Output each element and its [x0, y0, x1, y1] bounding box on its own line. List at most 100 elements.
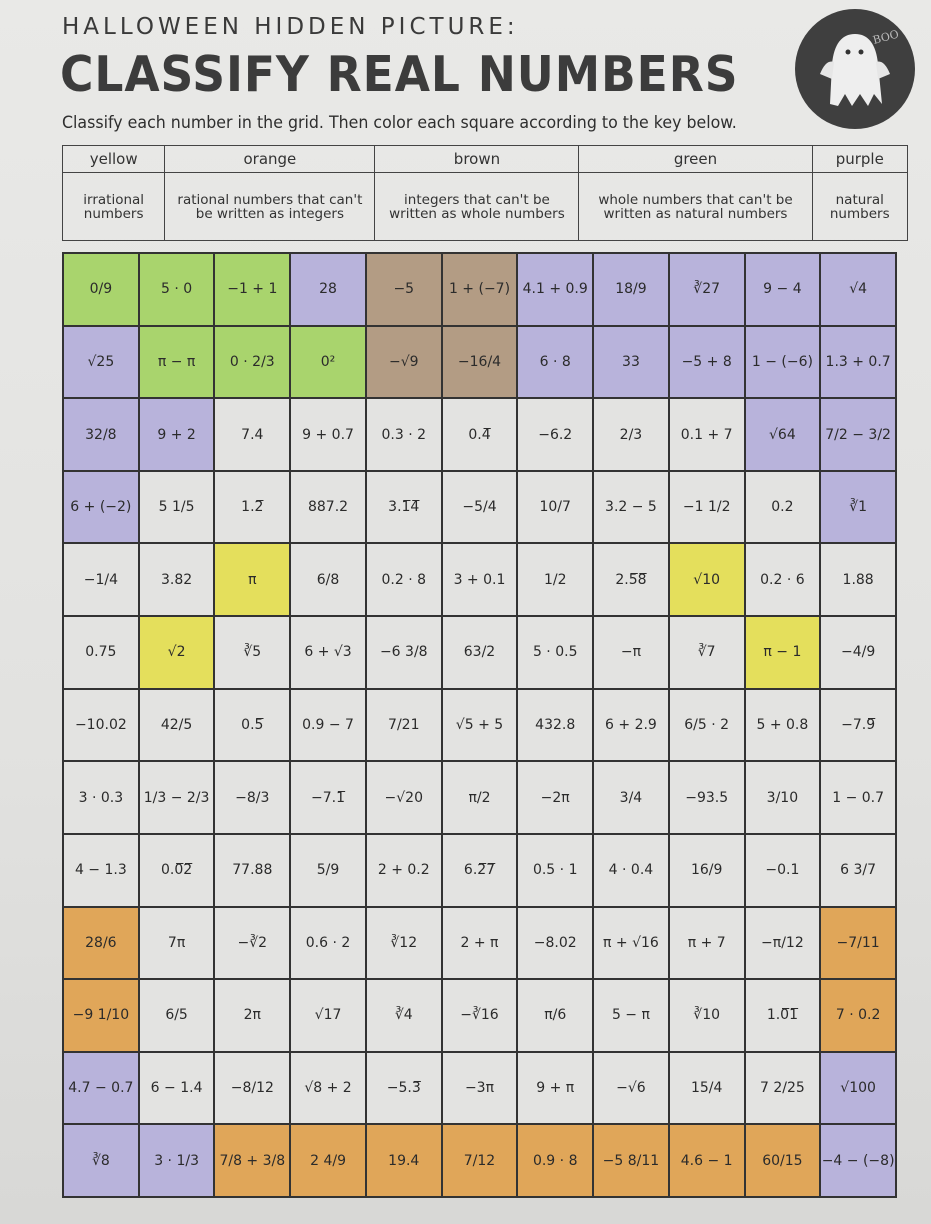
grid-cell[interactable]: 77.88 — [214, 833, 291, 907]
grid-cell[interactable]: 0.3 · 2 — [365, 398, 442, 471]
grid-cell[interactable]: ∛27 — [668, 253, 745, 326]
grid-cell[interactable]: 2π — [214, 979, 291, 1052]
grid-cell[interactable]: 6/5 · 2 — [668, 688, 745, 762]
grid-cell[interactable]: √64 — [744, 398, 821, 471]
grid-cell[interactable]: ∛5 — [214, 616, 291, 689]
grid-cell[interactable]: −4 − (−8) — [820, 1124, 896, 1197]
grid-cell[interactable]: −1/4 — [63, 543, 139, 617]
grid-cell[interactable]: 1.0̅1̅ — [744, 979, 821, 1052]
grid-cell[interactable]: ∛12 — [365, 906, 442, 980]
grid-cell[interactable]: 1/2 — [517, 543, 594, 617]
grid-cell[interactable]: −1 + 1 — [214, 253, 291, 326]
grid-cell[interactable]: 3.2 − 5 — [593, 470, 669, 544]
grid-cell[interactable]: −π — [593, 616, 669, 689]
grid-cell[interactable]: 5 · 0 — [138, 253, 215, 326]
grid-cell[interactable]: 0.0̅2̅ — [138, 833, 215, 907]
grid-cell[interactable]: √10 — [668, 543, 745, 617]
grid-cell[interactable]: ∛8 — [63, 1124, 139, 1197]
grid-cell[interactable]: 19.4 — [365, 1124, 442, 1197]
grid-cell[interactable]: 0.2 · 6 — [744, 543, 821, 617]
grid-cell[interactable]: 2.5̅8̅ — [593, 543, 669, 617]
grid-cell[interactable]: 0.9 · 8 — [517, 1124, 594, 1197]
grid-cell[interactable]: 9 + 2 — [138, 398, 215, 471]
grid-cell[interactable]: −8/12 — [214, 1051, 291, 1125]
grid-cell[interactable]: 3 · 1/3 — [138, 1124, 215, 1197]
grid-cell[interactable]: −5 8/11 — [593, 1124, 669, 1197]
grid-cell[interactable]: π — [214, 543, 291, 617]
grid-cell[interactable]: −√9 — [365, 325, 442, 399]
grid-cell[interactable]: 42/5 — [138, 688, 215, 762]
grid-cell[interactable]: 7 2/25 — [744, 1051, 821, 1125]
grid-cell[interactable]: 3/10 — [744, 761, 821, 834]
grid-cell[interactable]: −π/12 — [744, 906, 821, 980]
grid-cell[interactable]: 4 · 0.4 — [593, 833, 669, 907]
grid-cell[interactable]: −∛16 — [441, 979, 518, 1052]
grid-cell[interactable]: 0.5 · 1 — [517, 833, 594, 907]
grid-cell[interactable]: −9 1/10 — [63, 979, 139, 1052]
grid-cell[interactable]: 5 − π — [593, 979, 669, 1052]
grid-cell[interactable]: 32/8 — [63, 398, 139, 471]
grid-cell[interactable]: −√6 — [593, 1051, 669, 1125]
grid-cell[interactable]: 33 — [593, 325, 669, 399]
grid-cell[interactable]: π/6 — [517, 979, 594, 1052]
grid-cell[interactable]: 0.6 · 2 — [290, 906, 366, 980]
grid-cell[interactable]: √2 — [138, 616, 215, 689]
grid-cell[interactable]: 0 · 2/3 — [214, 325, 291, 399]
grid-cell[interactable]: −5 + 8 — [668, 325, 745, 399]
grid-cell[interactable]: 28 — [290, 253, 366, 326]
grid-cell[interactable]: 6.2̅7̅ — [441, 833, 518, 907]
grid-cell[interactable]: −√20 — [365, 761, 442, 834]
grid-cell[interactable]: 6 − 1.4 — [138, 1051, 215, 1125]
grid-cell[interactable]: 6 3/7 — [820, 833, 896, 907]
grid-cell[interactable]: −7.1̅ — [290, 761, 366, 834]
grid-cell[interactable]: 0/9 — [63, 253, 139, 326]
grid-cell[interactable]: −1 1/2 — [668, 470, 745, 544]
grid-cell[interactable]: ∛7 — [668, 616, 745, 689]
grid-cell[interactable]: −5.3̅ — [365, 1051, 442, 1125]
grid-cell[interactable]: 7.4 — [214, 398, 291, 471]
grid-cell[interactable]: −6.2 — [517, 398, 594, 471]
grid-cell[interactable]: 3/4 — [593, 761, 669, 834]
grid-cell[interactable]: 0.4̅ — [441, 398, 518, 471]
grid-cell[interactable]: π − 1 — [744, 616, 821, 689]
grid-cell[interactable]: −∛2 — [214, 906, 291, 980]
grid-cell[interactable]: 9 − 4 — [744, 253, 821, 326]
grid-cell[interactable]: −7/11 — [820, 906, 896, 980]
grid-cell[interactable]: π/2 — [441, 761, 518, 834]
grid-cell[interactable]: 6 · 8 — [517, 325, 594, 399]
grid-cell[interactable]: ∛4 — [365, 979, 442, 1052]
grid-cell[interactable]: 0.5̅ — [214, 688, 291, 762]
grid-cell[interactable]: 1/3 − 2/3 — [138, 761, 215, 834]
grid-cell[interactable]: 10/7 — [517, 470, 594, 544]
grid-cell[interactable]: √100 — [820, 1051, 896, 1125]
grid-cell[interactable]: 7 · 0.2 — [820, 979, 896, 1052]
grid-cell[interactable]: −93.5 — [668, 761, 745, 834]
grid-cell[interactable]: 0.1 + 7 — [668, 398, 745, 471]
grid-cell[interactable]: −2π — [517, 761, 594, 834]
grid-cell[interactable]: 7/2 − 3/2 — [820, 398, 896, 471]
grid-cell[interactable]: 0.75 — [63, 616, 139, 689]
grid-cell[interactable]: √17 — [290, 979, 366, 1052]
grid-cell[interactable]: 6/8 — [290, 543, 366, 617]
grid-cell[interactable]: π + √16 — [593, 906, 669, 980]
grid-cell[interactable]: √25 — [63, 325, 139, 399]
grid-cell[interactable]: −4/9 — [820, 616, 896, 689]
grid-cell[interactable]: 2/3 — [593, 398, 669, 471]
grid-cell[interactable]: 4.1 + 0.9 — [517, 253, 594, 326]
grid-cell[interactable]: √8 + 2 — [290, 1051, 366, 1125]
grid-cell[interactable]: 887.2 — [290, 470, 366, 544]
grid-cell[interactable]: √4 — [820, 253, 896, 326]
grid-cell[interactable]: 63/2 — [441, 616, 518, 689]
grid-cell[interactable]: ∛10 — [668, 979, 745, 1052]
grid-cell[interactable]: 0.9 − 7 — [290, 688, 366, 762]
grid-cell[interactable]: √5 + 5 — [441, 688, 518, 762]
grid-cell[interactable]: 28/6 — [63, 906, 139, 980]
grid-cell[interactable]: 5 1/5 — [138, 470, 215, 544]
grid-cell[interactable]: 3 · 0.3 — [63, 761, 139, 834]
grid-cell[interactable]: 18/9 — [593, 253, 669, 326]
grid-cell[interactable]: 1 − 0.7 — [820, 761, 896, 834]
grid-cell[interactable]: 7/21 — [365, 688, 442, 762]
grid-cell[interactable]: −6 3/8 — [365, 616, 442, 689]
grid-cell[interactable]: 15/4 — [668, 1051, 745, 1125]
grid-cell[interactable]: 7π — [138, 906, 215, 980]
